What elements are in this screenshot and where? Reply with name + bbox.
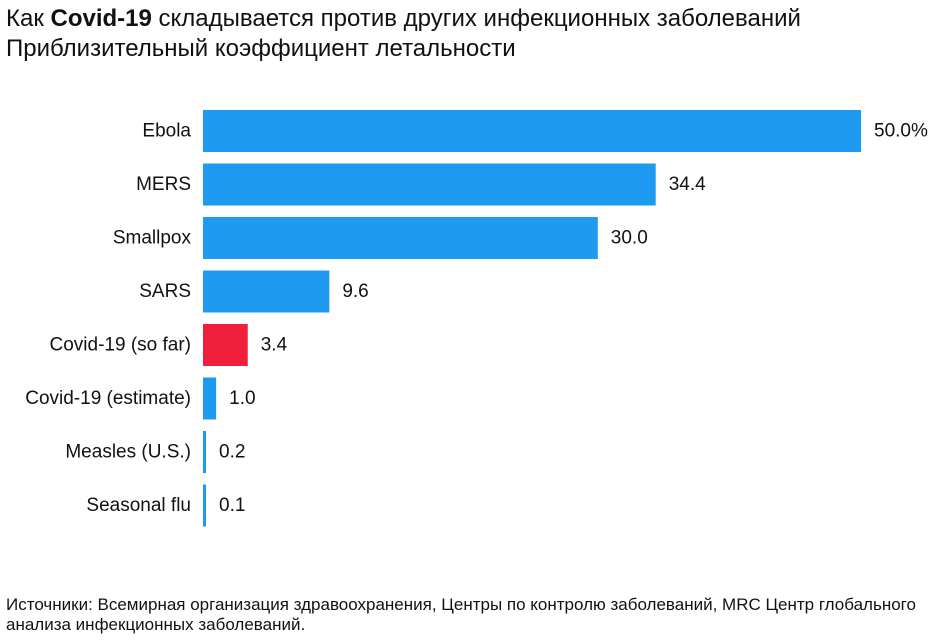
chart-subtitle: Приблизительный коэффициент летальности [6, 35, 516, 62]
category-label-mers: MERS [136, 174, 191, 195]
value-label-measles-u-s: 0.2 [219, 442, 245, 463]
value-label-mers: 34.4 [669, 174, 706, 195]
value-label-ebola: 50.0% [874, 121, 928, 142]
category-label-ebola: Ebola [142, 121, 191, 142]
chart-title-prefix: Как [6, 5, 51, 32]
value-label-sars: 9.6 [342, 281, 368, 302]
bar-seasonal-flu [203, 484, 206, 527]
category-label-sars: SARS [139, 281, 191, 302]
value-label-seasonal-flu: 0.1 [219, 495, 245, 516]
bar-mers [203, 163, 656, 206]
bar-smallpox [203, 217, 598, 259]
category-label-seasonal-flu: Seasonal flu [86, 495, 191, 516]
category-label-smallpox: Smallpox [113, 228, 192, 249]
category-label-covid-19-estimate: Covid-19 (estimate) [25, 388, 191, 409]
chart-title-suffix: складывается против других инфекционных … [151, 5, 801, 32]
bar-covid-19-so-far [203, 324, 248, 366]
bar-covid-19-estimate [203, 377, 217, 420]
value-label-smallpox: 30.0 [611, 228, 648, 249]
value-label-covid-19-so-far: 3.4 [261, 335, 288, 356]
source-note: Источники: Всемирная организация здравоо… [6, 595, 916, 634]
category-label-measles-u-s: Measles (U.S.) [65, 442, 191, 463]
bar-ebola [203, 110, 861, 152]
bars-layer: Ebola 50.0% MERS 34.4 Smallpox 30.0 SARS 9.6 Cov… [25, 110, 928, 527]
bar-sars [203, 270, 330, 313]
chart-title: Как Covid-19 складывается против других … [6, 4, 801, 34]
bar-chart: Ebola 50.0% MERS 34.4 Smallpox 30.0 SARS 9.6 Cov… [25, 110, 928, 527]
category-label-covid-19-so-far: Covid-19 (so far) [50, 335, 192, 356]
value-label-covid-19-estimate: 1.0 [229, 388, 255, 409]
chart-title-bold: Covid-19 [50, 5, 152, 32]
bar-measles-u-s [203, 431, 206, 473]
